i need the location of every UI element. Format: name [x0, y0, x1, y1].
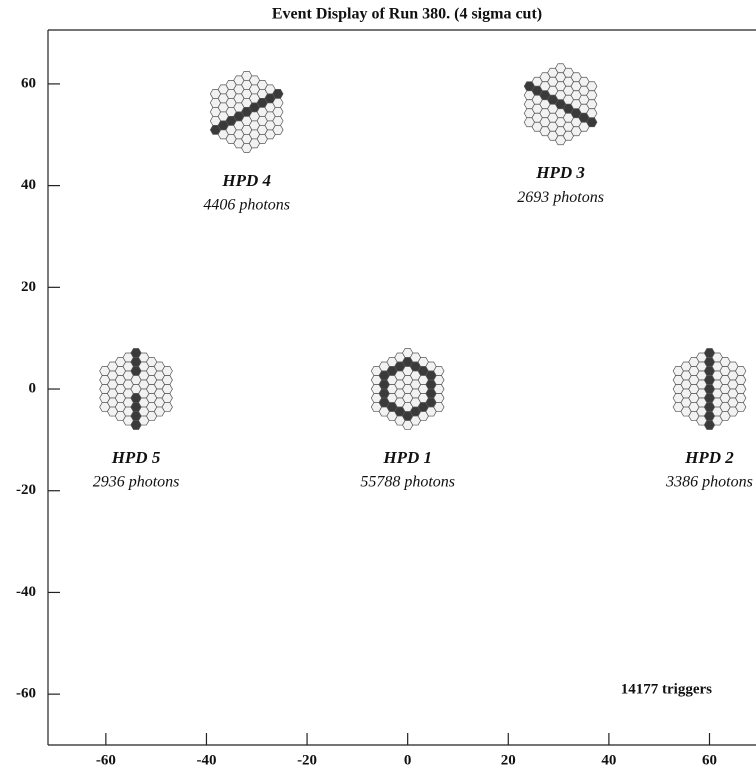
pixel [587, 118, 597, 127]
y-tick-label: 20 [21, 279, 36, 295]
x-tick-label: -20 [297, 752, 317, 768]
hpd-count: 2693 photons [517, 189, 604, 206]
pixel [434, 403, 444, 412]
hpd [673, 349, 746, 430]
y-tick-label: -60 [16, 686, 36, 702]
pixel [736, 367, 746, 376]
hpd-count: 4406 photons [203, 197, 290, 214]
x-tick-label: -60 [96, 752, 116, 768]
hpd-count: 55788 photons [360, 474, 455, 491]
pixel [736, 403, 746, 412]
x-tick-label: 20 [501, 752, 516, 768]
x-tick-label: 40 [601, 752, 616, 768]
y-tick-label: 60 [21, 75, 36, 91]
y-tick-label: -20 [16, 482, 36, 498]
hpd [100, 349, 173, 430]
pixel [162, 376, 172, 385]
hpd-name: HPD 4 [221, 171, 271, 190]
hpd-count: 2936 photons [93, 474, 180, 491]
hpd [210, 71, 283, 152]
x-tick-label: 0 [404, 752, 412, 768]
x-tick-label: -40 [196, 752, 216, 768]
pixel [273, 98, 283, 107]
pixel [434, 394, 444, 403]
pixel [273, 107, 283, 116]
pixel [736, 394, 746, 403]
pixel [434, 367, 444, 376]
hpd-name: HPD 2 [684, 448, 734, 467]
pixel [587, 100, 597, 109]
pixel [273, 116, 283, 125]
y-tick-label: 0 [29, 380, 37, 396]
pixel [587, 82, 597, 91]
pixel [434, 376, 444, 385]
hpd-count: 3386 photons [665, 474, 753, 491]
hpd [371, 349, 444, 430]
hpd-name: HPD 1 [382, 448, 432, 467]
pixel [587, 109, 597, 118]
hpd-name: HPD 3 [535, 163, 585, 182]
pixel [162, 403, 172, 412]
pixel [273, 89, 283, 98]
pixel [736, 376, 746, 385]
pixel [736, 385, 746, 394]
pixel [434, 385, 444, 394]
pixel [162, 394, 172, 403]
trigger-count: 14177 triggers [621, 681, 712, 697]
y-tick-label: -40 [16, 584, 36, 600]
pixel [273, 125, 283, 134]
pixel [162, 385, 172, 394]
chart: Event Display of Run 380. (4 sigma cut) … [0, 0, 756, 771]
hpd [524, 64, 597, 145]
pixel [162, 367, 172, 376]
hpd-name: HPD 5 [111, 448, 161, 467]
x-tick-label: 60 [702, 752, 717, 768]
chart-title: Event Display of Run 380. (4 sigma cut) [272, 6, 542, 23]
pixel [587, 91, 597, 100]
y-tick-label: 40 [21, 177, 36, 193]
